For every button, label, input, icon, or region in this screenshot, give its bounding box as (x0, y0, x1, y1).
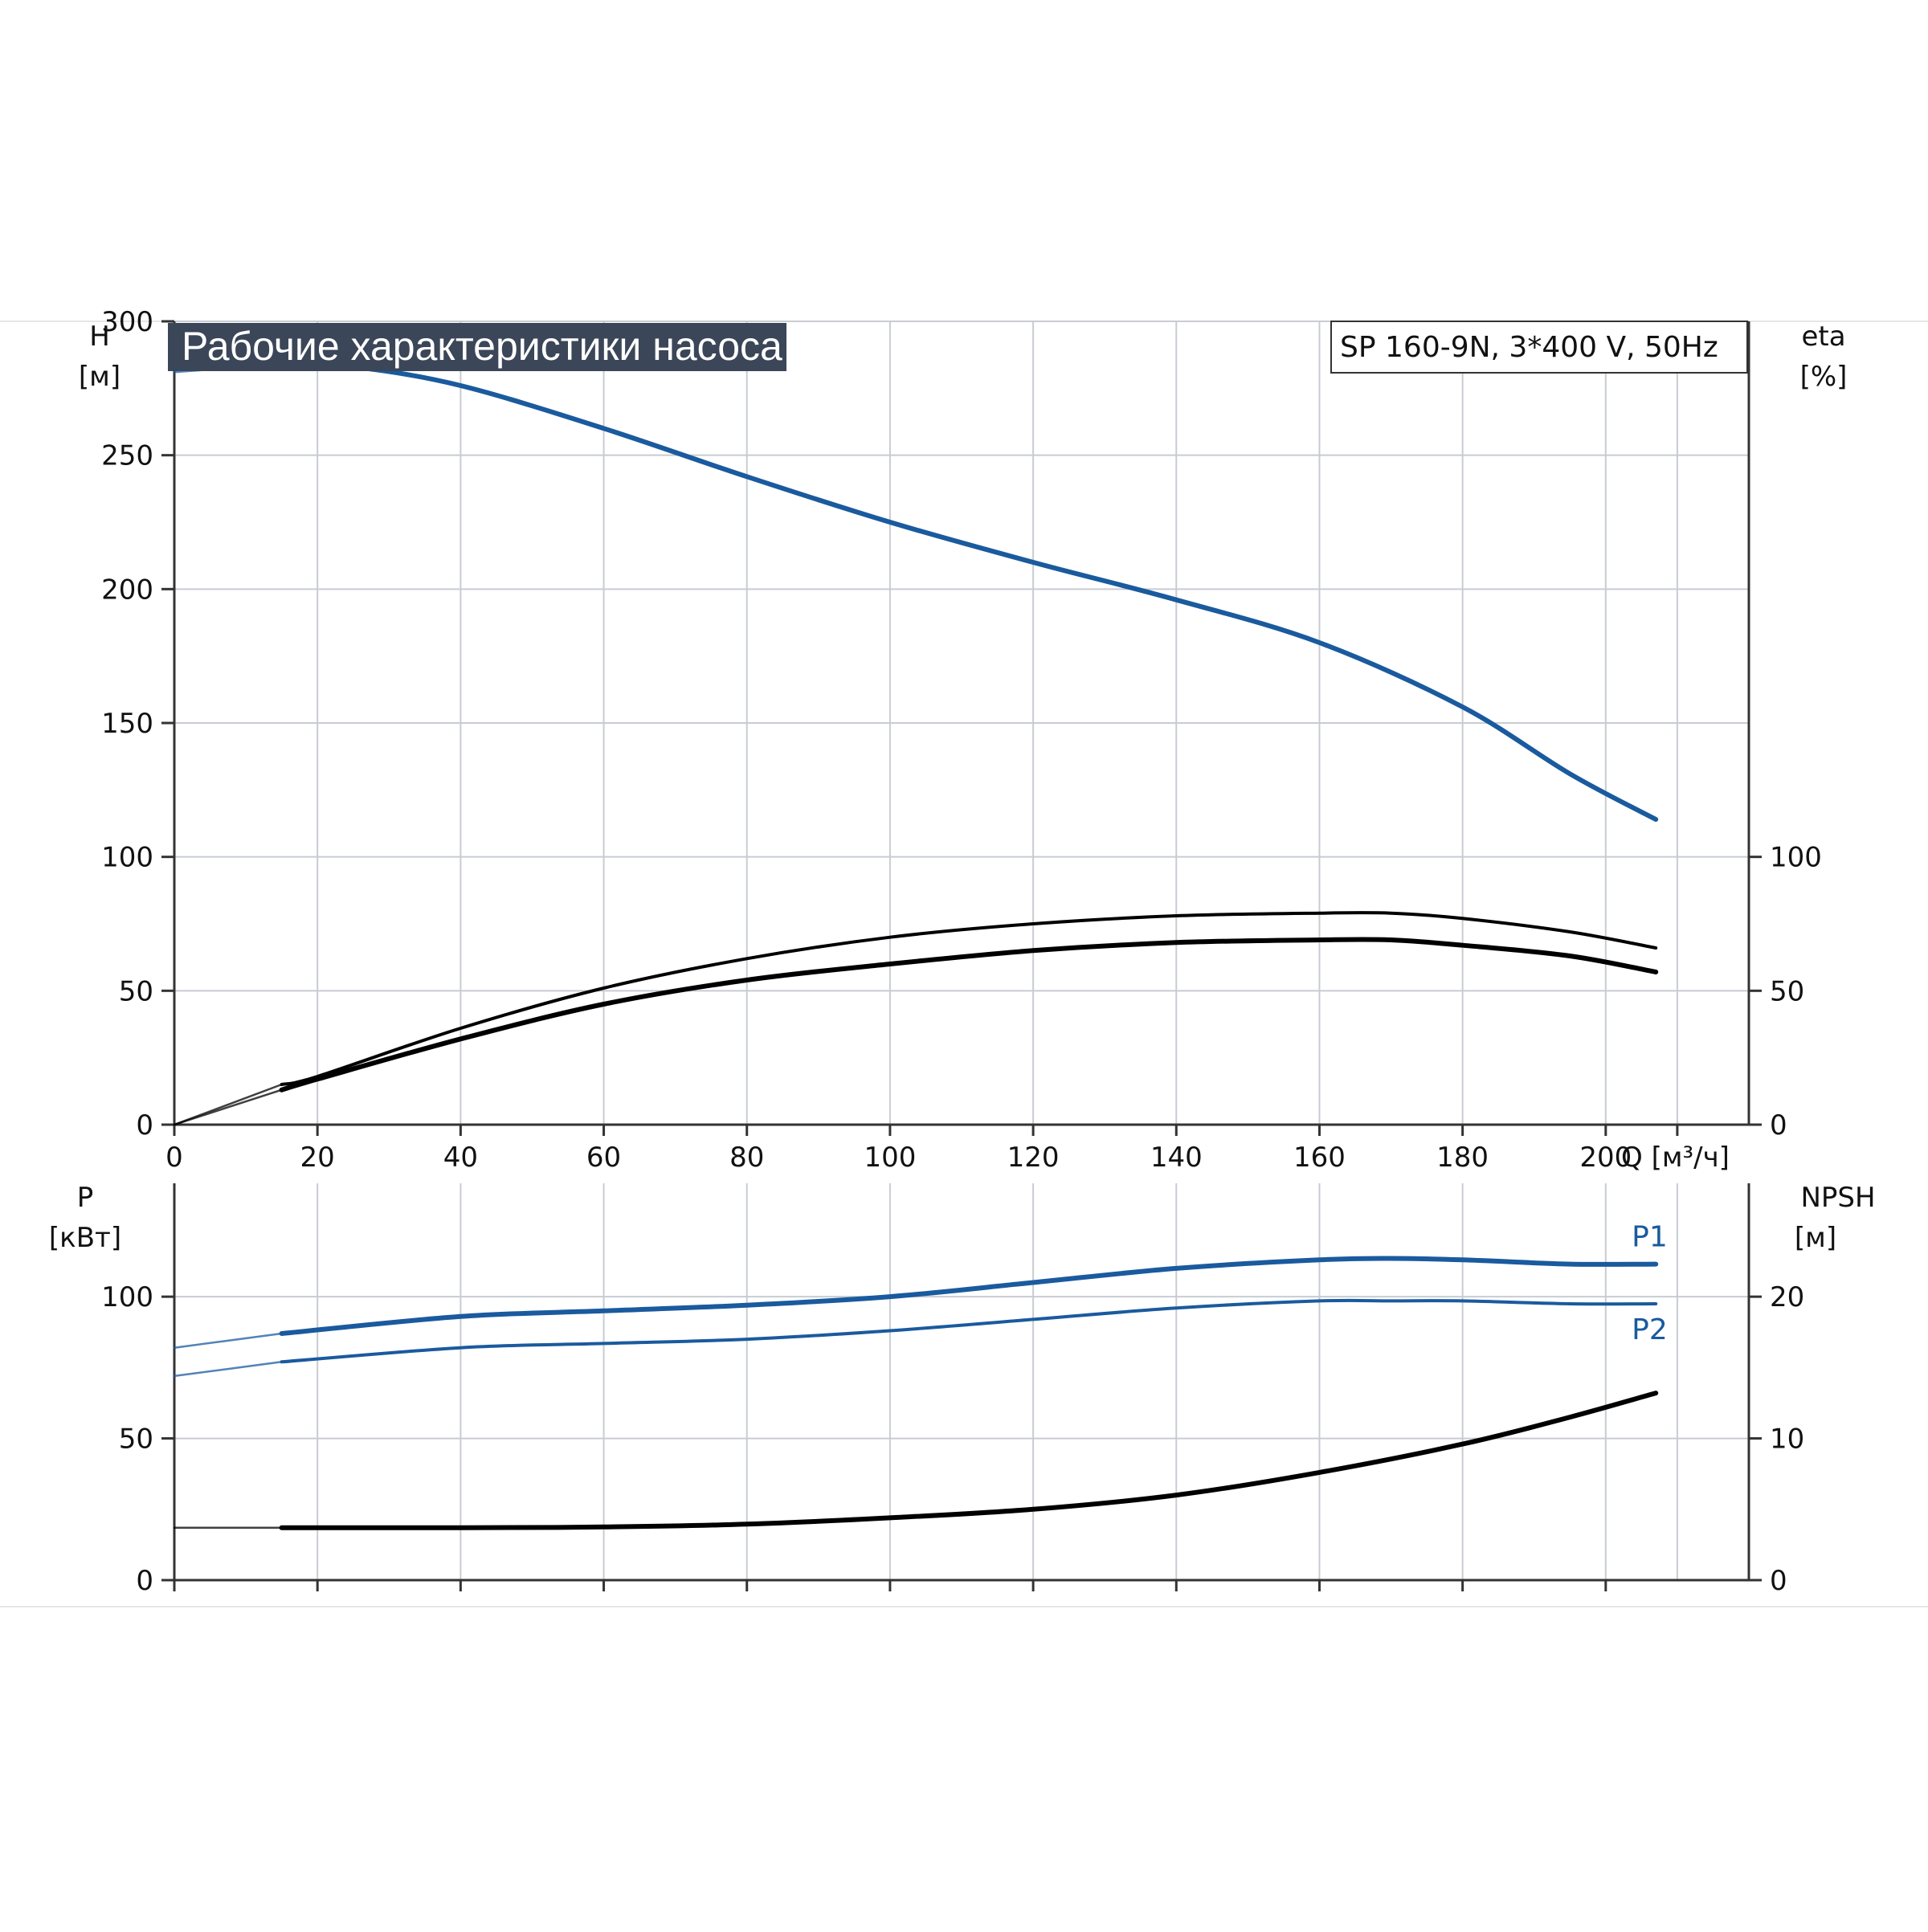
series-line (279, 1391, 1659, 1530)
y-left-tick-label: 100 (101, 1281, 153, 1313)
series-line (280, 911, 1658, 1086)
y-left-tick-label: 50 (119, 1423, 153, 1456)
x-tick-label: 120 (1007, 1142, 1060, 1174)
y-left-tick-label: 50 (119, 975, 153, 1007)
y-right-tick-label: 0 (1770, 1109, 1787, 1142)
x-tick-label: 160 (1293, 1142, 1346, 1174)
series-line (279, 361, 1659, 822)
y-right-tick-label: 50 (1770, 975, 1804, 1007)
series-layer (173, 361, 1659, 1530)
chart-title: Рабочие характеристики насоса (182, 324, 782, 369)
y-right-tick-label: 10 (1770, 1423, 1804, 1456)
y-left-label-2-bottom: [кВт] (49, 1222, 121, 1254)
x-tick-label: 80 (729, 1142, 764, 1174)
series-lead-in-line (173, 1361, 283, 1378)
model-label-box: SP 160-9N, 3*400 V, 50Hz (1330, 321, 1748, 374)
y-left-tick-label: 200 (101, 574, 153, 606)
x-tick-label: 0 (165, 1142, 183, 1174)
x-axis-label: Q [м³/ч] (1621, 1142, 1730, 1174)
y-left-label-1-bottom: P (77, 1182, 94, 1214)
series-label-p1: P1 (1632, 1221, 1668, 1254)
y-left-tick-label: 250 (101, 440, 153, 472)
y-right-label-2-top: [%] (1800, 361, 1848, 393)
y-left-tick-label: 0 (136, 1565, 153, 1597)
series-line (279, 1256, 1659, 1336)
series-lead-in-line (173, 1089, 283, 1126)
x-tick-label: 140 (1150, 1142, 1203, 1174)
series-lead-in-line (173, 1332, 283, 1349)
x-tick-label: 180 (1436, 1142, 1489, 1174)
x-tick-label: 100 (864, 1142, 916, 1174)
x-tick-label: 20 (300, 1142, 335, 1174)
y-right-label-2-bottom: [м] (1795, 1222, 1836, 1254)
x-tick-label: 60 (586, 1142, 621, 1174)
chart-title-box: Рабочие характеристики насоса (168, 323, 786, 371)
y-left-tick-label: 300 (101, 306, 153, 338)
series-line (279, 937, 1659, 1093)
y-left-tick-label: 100 (101, 842, 153, 874)
grid-layer (174, 321, 1749, 1580)
x-tick-label: 200 (1579, 1142, 1632, 1174)
y-right-label-1-bottom: NPSH (1800, 1182, 1875, 1214)
y-left-tick-label: 150 (101, 708, 153, 740)
series-label-p2: P2 (1632, 1313, 1668, 1346)
y-right-label-1-top: eta (1801, 321, 1845, 353)
y-left-label-2-top: [м] (79, 361, 120, 393)
labels-layer: 0 50 100 150 200 250 300 0 50 100 0 50 100 0 10 20 P1 P2 0… (101, 306, 1822, 1597)
series-line (280, 1298, 1658, 1364)
model-label: SP 160-9N, 3*400 V, 50Hz (1340, 331, 1718, 364)
axes-layer (161, 320, 1762, 1591)
x-tick-label: 40 (443, 1142, 478, 1174)
y-left-label-1-top: H (89, 321, 110, 353)
y-right-tick-label: 100 (1770, 842, 1822, 874)
y-left-tick-label: 0 (136, 1109, 153, 1142)
y-right-tick-label: 0 (1770, 1565, 1787, 1597)
y-right-tick-label: 20 (1770, 1281, 1804, 1313)
